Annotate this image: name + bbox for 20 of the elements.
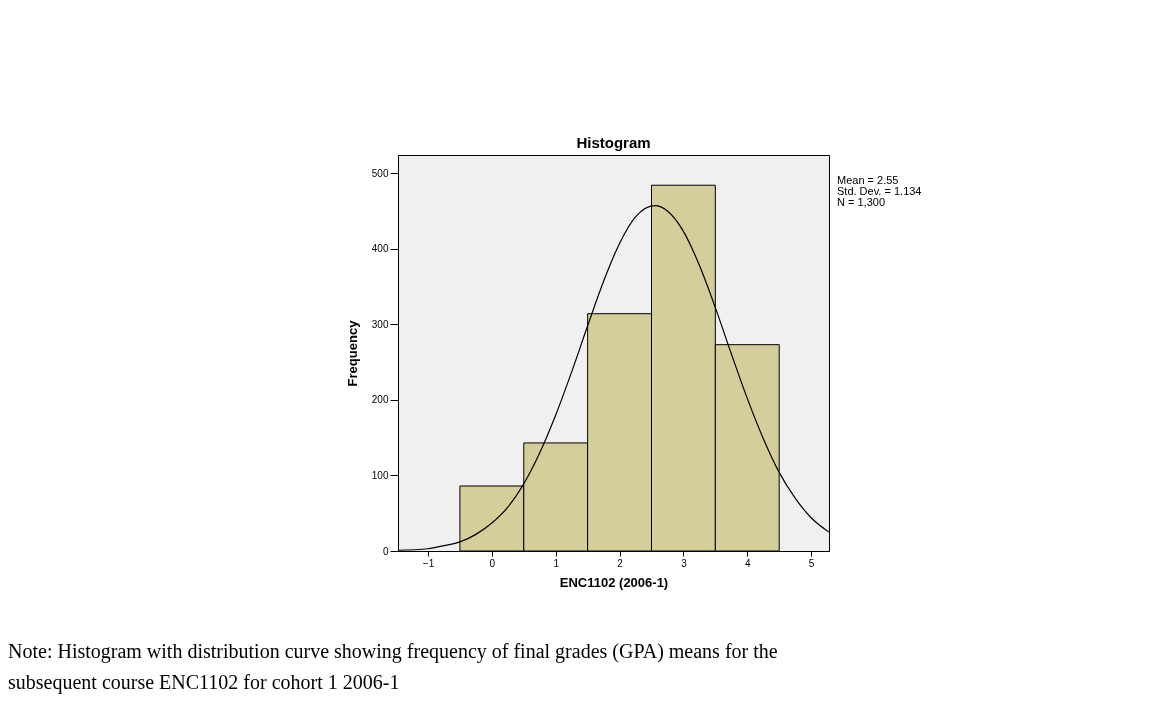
- x-tick-label: 3: [681, 557, 688, 569]
- chart-title: Histogram: [576, 134, 651, 151]
- y-tick-label: 0: [382, 545, 389, 557]
- x-tick-label: −1: [422, 557, 435, 569]
- x-tick-label: 1: [553, 557, 560, 569]
- text: Note: Histogram with distribution curve showing frequency of final grades (GPA) means for the subsequent course ENC1102 for cohort 1 2006-1: [8, 640, 778, 694]
- x-tick-label: 2: [617, 557, 624, 569]
- x-tick-label: 5: [808, 557, 815, 569]
- text: N = 1,300: [837, 196, 886, 208]
- x-tick-label: 0: [489, 557, 496, 569]
- text: Std. Dev. = 1.134: [837, 185, 922, 197]
- y-tick-label: 200: [371, 394, 389, 406]
- y-tick-label: 400: [371, 243, 389, 255]
- y-tick-label: 300: [371, 318, 389, 330]
- y-axis-title: Frequency: [344, 319, 360, 387]
- y-tick-label: 100: [371, 469, 389, 481]
- x-tick-label: 4: [744, 557, 751, 569]
- y-tick-label: 500: [371, 167, 389, 179]
- x-axis-title: ENC1102 (2006-1): [559, 574, 669, 590]
- text: Mean = 2.55: [837, 174, 899, 186]
